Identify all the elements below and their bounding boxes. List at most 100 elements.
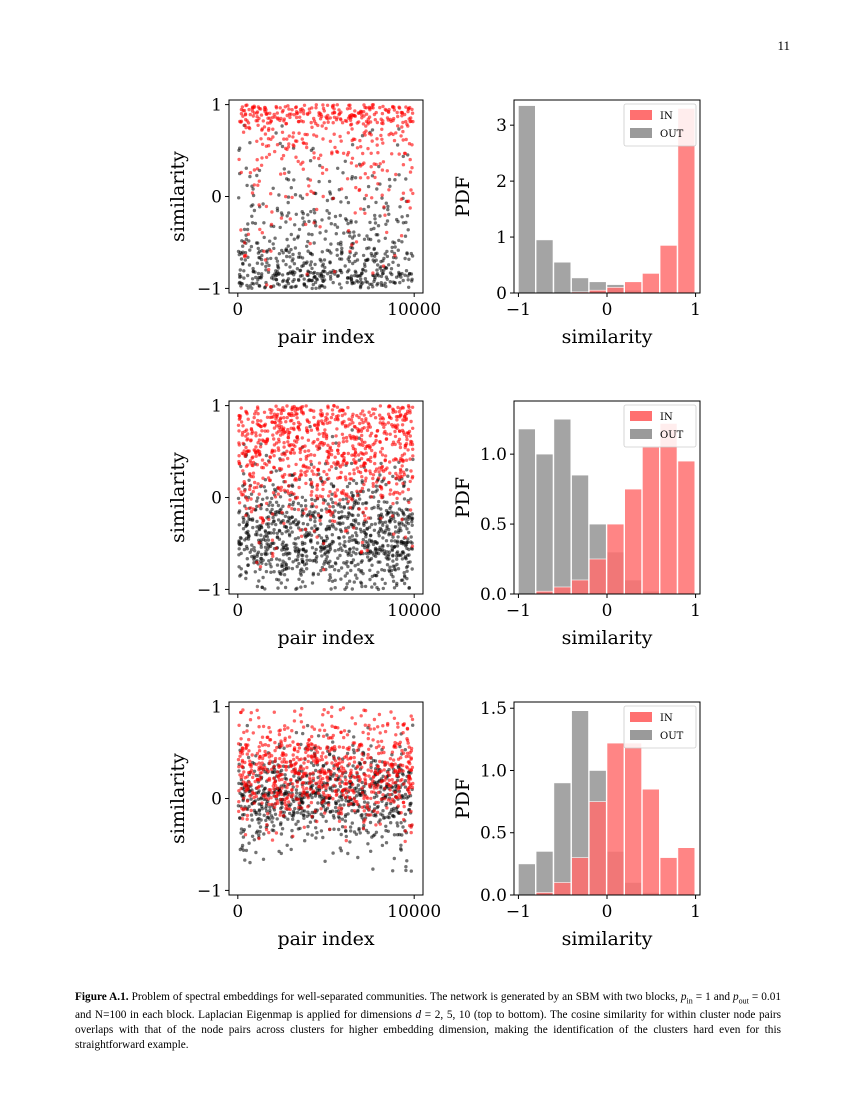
scatter-point bbox=[375, 780, 379, 785]
scatter-point bbox=[360, 134, 365, 138]
scatter-point bbox=[336, 548, 341, 552]
scatter-point bbox=[309, 533, 314, 537]
scatter-point bbox=[353, 564, 357, 568]
scatter-point bbox=[323, 265, 327, 270]
scatter-point bbox=[316, 437, 320, 442]
scatter-point bbox=[265, 439, 270, 443]
scatter-point bbox=[314, 836, 318, 840]
scatter-point bbox=[254, 445, 258, 449]
scatter-point bbox=[349, 461, 354, 466]
legend-label-in: IN bbox=[660, 412, 673, 423]
scatter-point bbox=[249, 428, 254, 432]
scatter-point bbox=[348, 113, 352, 118]
scatter-point bbox=[255, 158, 259, 162]
scatter-point bbox=[279, 507, 283, 511]
scatter-point bbox=[285, 254, 289, 259]
scatter-point bbox=[248, 718, 253, 722]
scatter-point bbox=[322, 811, 327, 815]
scatter-point bbox=[357, 120, 361, 124]
scatter-point bbox=[325, 733, 329, 737]
scatter-point bbox=[321, 835, 325, 840]
scatter-point bbox=[286, 726, 290, 730]
scatter-point bbox=[405, 437, 409, 442]
scatter-point bbox=[338, 795, 342, 799]
scatter-point bbox=[375, 480, 379, 484]
scatter-point bbox=[348, 118, 353, 123]
scatter-point bbox=[316, 745, 321, 749]
scatter-point bbox=[376, 182, 380, 186]
scatter-point bbox=[398, 740, 402, 744]
scatter-point bbox=[249, 461, 253, 465]
scatter-point bbox=[374, 551, 379, 555]
scatter-point bbox=[338, 778, 342, 782]
scatter-point bbox=[275, 563, 280, 567]
scatter-point bbox=[299, 469, 303, 473]
scatter-point bbox=[410, 111, 415, 115]
scatter-point bbox=[260, 272, 264, 276]
scatter-point bbox=[260, 756, 265, 761]
scatter-point bbox=[352, 580, 356, 584]
scatter-point bbox=[389, 119, 393, 124]
scatter-point bbox=[330, 761, 334, 765]
scatter-point bbox=[363, 818, 367, 822]
scatter-point bbox=[256, 482, 260, 486]
scatter-point bbox=[349, 802, 353, 806]
scatter-point bbox=[341, 793, 345, 797]
scatter-point bbox=[272, 246, 276, 251]
scatter-point bbox=[294, 212, 298, 216]
scatter-point bbox=[311, 559, 315, 563]
scatter-point bbox=[270, 791, 274, 795]
scatter-point bbox=[301, 580, 305, 584]
scatter-point bbox=[386, 721, 390, 726]
scatter-point bbox=[241, 520, 246, 524]
scatter-point bbox=[409, 825, 413, 829]
scatter-point bbox=[318, 774, 322, 778]
scatter-point bbox=[266, 743, 271, 748]
scatter-point bbox=[343, 475, 348, 479]
scatter-point bbox=[374, 484, 378, 488]
y-tick-label: −1 bbox=[197, 881, 222, 901]
scatter-point bbox=[304, 473, 308, 477]
scatter-point bbox=[345, 107, 350, 111]
scatter-point bbox=[244, 253, 248, 258]
scatter-point bbox=[401, 825, 405, 829]
scatter-point bbox=[410, 567, 414, 571]
scatter-point bbox=[372, 412, 376, 416]
scatter-point bbox=[285, 796, 289, 801]
scatter-point bbox=[362, 800, 367, 804]
scatter-point bbox=[373, 217, 377, 221]
scatter-point bbox=[355, 576, 359, 580]
scatter-point bbox=[377, 521, 382, 525]
scatter-point bbox=[378, 440, 382, 444]
scatter-point bbox=[362, 809, 366, 813]
scatter-point bbox=[321, 431, 325, 436]
scatter-point bbox=[305, 765, 309, 770]
scatter-point bbox=[345, 516, 350, 521]
scatter-point bbox=[393, 525, 398, 529]
scatter-point bbox=[288, 115, 292, 120]
scatter-point bbox=[309, 120, 313, 125]
scatter-point bbox=[322, 562, 326, 566]
scatter-point bbox=[302, 825, 306, 829]
scatter-point bbox=[294, 822, 298, 826]
scatter-point bbox=[241, 527, 246, 531]
scatter-point bbox=[349, 523, 353, 527]
scatter-point bbox=[253, 221, 258, 226]
scatter-point bbox=[327, 527, 332, 531]
scatter-point bbox=[254, 773, 258, 778]
scatter-point bbox=[357, 233, 361, 237]
scatter-point bbox=[401, 763, 405, 768]
scatter-point bbox=[325, 776, 329, 780]
scatter-point bbox=[363, 777, 367, 781]
scatter-point bbox=[341, 436, 346, 440]
scatter-point bbox=[369, 237, 373, 242]
scatter-point bbox=[380, 446, 384, 451]
scatter-point bbox=[259, 506, 263, 511]
scatter-point bbox=[277, 425, 281, 430]
scatter-point bbox=[346, 150, 351, 155]
scatter-point bbox=[380, 843, 385, 848]
scatter-point bbox=[363, 514, 367, 518]
scatter-point bbox=[282, 416, 286, 420]
scatter-point bbox=[266, 793, 270, 797]
histogram-bar bbox=[535, 892, 554, 895]
